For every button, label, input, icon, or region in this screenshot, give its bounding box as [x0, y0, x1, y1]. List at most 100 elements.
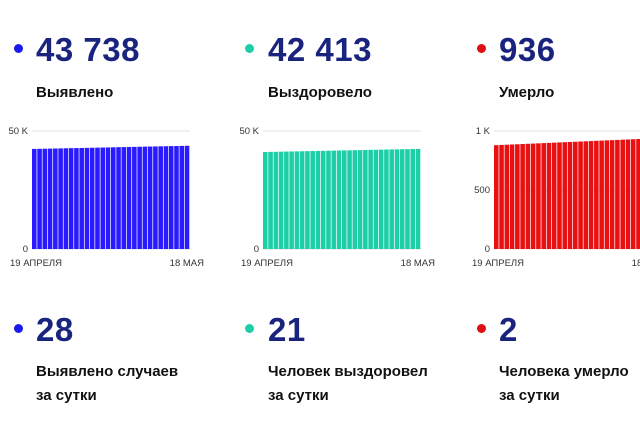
detected-bar: [126, 146, 132, 249]
recovered-x-label-end: 18 МАЯ: [401, 258, 435, 269]
deaths-y-tick-label: 0: [485, 244, 490, 255]
detected-bar: [163, 146, 169, 249]
recovered-bar: [342, 150, 347, 249]
deaths-label: Умерло: [499, 84, 555, 101]
detected-dot-icon: [14, 44, 23, 53]
recovered-bar: [289, 151, 294, 249]
detected-bar: [147, 146, 153, 249]
deaths-bar: [583, 141, 589, 249]
recovered-bar: [299, 151, 305, 249]
recovered-bar: [273, 151, 279, 249]
recovered-bar: [363, 149, 368, 249]
detected-bar: [63, 148, 69, 249]
recovered-bar: [378, 149, 384, 249]
recovered-bar: [284, 151, 289, 249]
detected-bar: [37, 148, 42, 249]
daily-recovered-label-line2: за сутки: [268, 387, 329, 404]
recovered-bar: [268, 151, 273, 249]
detected-bar: [179, 145, 185, 249]
deaths-bar: [546, 142, 552, 249]
recovered-bar: [347, 150, 352, 249]
deaths-bar: [499, 144, 504, 249]
detected-bar: [116, 147, 121, 249]
deaths-bar: [615, 139, 620, 249]
detected-bar: [95, 147, 100, 249]
deaths-bar: [578, 141, 583, 249]
deaths-bar: [509, 144, 515, 249]
daily-recovered-dot-icon: [245, 324, 254, 333]
deaths-bar: [567, 141, 573, 249]
detected-y-tick-label: 0: [23, 244, 28, 255]
deaths-bar: [557, 142, 562, 249]
recovered-bar: [373, 149, 379, 249]
recovered-bar: [384, 149, 389, 249]
deaths-dot-icon: [477, 44, 486, 53]
deaths-x-label-start: 19 АПРЕЛЯ: [472, 258, 524, 269]
deaths-y-tick-label: 500: [474, 185, 490, 196]
detected-bar: [79, 147, 84, 249]
detected-bar: [111, 147, 116, 249]
daily-deaths-dot-icon: [477, 324, 486, 333]
deaths-bar: [636, 139, 640, 249]
daily-detected-label-line1: Выявлено случаев: [36, 363, 179, 380]
detected-bar: [68, 148, 74, 249]
detected-bar: [184, 145, 190, 249]
detected-bar: [84, 147, 90, 249]
recovered-bar: [336, 150, 342, 249]
deaths-bar: [541, 143, 546, 249]
detected-bar: [100, 147, 106, 249]
recovered-bar: [394, 149, 400, 249]
daily-recovered-value: 21: [268, 311, 306, 348]
recovered-y-tick-label: 0: [254, 244, 259, 255]
daily-deaths-label-line2: за сутки: [499, 387, 560, 404]
detected-bar: [137, 146, 142, 249]
recovered-bar: [310, 151, 315, 249]
detected-y-tick-label: 50 K: [8, 126, 28, 137]
recovered-bar: [326, 150, 331, 249]
recovered-bar: [278, 151, 284, 249]
deaths-bar: [520, 144, 525, 249]
recovered-bar: [352, 150, 358, 249]
recovered-label: Выздоровело: [268, 84, 372, 101]
daily-deaths-label-line1: Человека умерло: [499, 363, 629, 380]
recovered-x-label-start: 19 АПРЕЛЯ: [241, 258, 293, 269]
detected-bar: [105, 147, 111, 249]
daily-deaths-value: 2: [499, 311, 518, 348]
detected-bar: [153, 146, 158, 249]
deaths-x-label-end: 18 МАЯ: [632, 258, 640, 269]
detected-bar: [47, 148, 53, 249]
recovered-total: 42 413: [268, 31, 372, 68]
recovered-bar: [405, 149, 410, 249]
daily-detected-value: 28: [36, 311, 74, 348]
detected-bar: [42, 148, 48, 249]
detected-bar: [168, 146, 174, 249]
detected-bar: [132, 146, 137, 249]
recovered-bar: [331, 150, 337, 249]
recovered-bar: [415, 148, 421, 249]
deaths-bar: [594, 140, 599, 249]
deaths-bar: [599, 140, 604, 249]
recovered-y-tick-label: 50 K: [239, 126, 259, 137]
detected-bar: [58, 148, 63, 249]
detected-x-label-end: 18 МАЯ: [170, 258, 204, 269]
detected-label: Выявлено: [36, 84, 114, 101]
deaths-bar: [588, 141, 594, 249]
daily-recovered-label-line1: Человек выздоровел: [268, 363, 428, 380]
detected-bar: [142, 146, 148, 249]
recovered-bar: [399, 149, 405, 249]
deaths-bar: [630, 139, 636, 249]
recovered-bar: [368, 149, 373, 249]
detected-bar: [158, 146, 163, 249]
recovered-chart-svg: 0 50 K 19 АПРЕЛЯ 18 МАЯ: [239, 126, 435, 269]
recovered-bar: [357, 150, 363, 249]
recovered-bar: [410, 149, 416, 249]
detected-bar: [121, 147, 127, 249]
recovered-bar: [315, 150, 321, 249]
deaths-bar: [536, 143, 541, 249]
deaths-bar: [604, 140, 610, 249]
deaths-y-tick-label: 1 K: [476, 126, 491, 137]
deaths-bar: [551, 142, 557, 249]
daily-detected-label-line2: за сутки: [36, 387, 97, 404]
deaths-bar: [562, 142, 568, 249]
deaths-total: 936: [499, 31, 556, 68]
